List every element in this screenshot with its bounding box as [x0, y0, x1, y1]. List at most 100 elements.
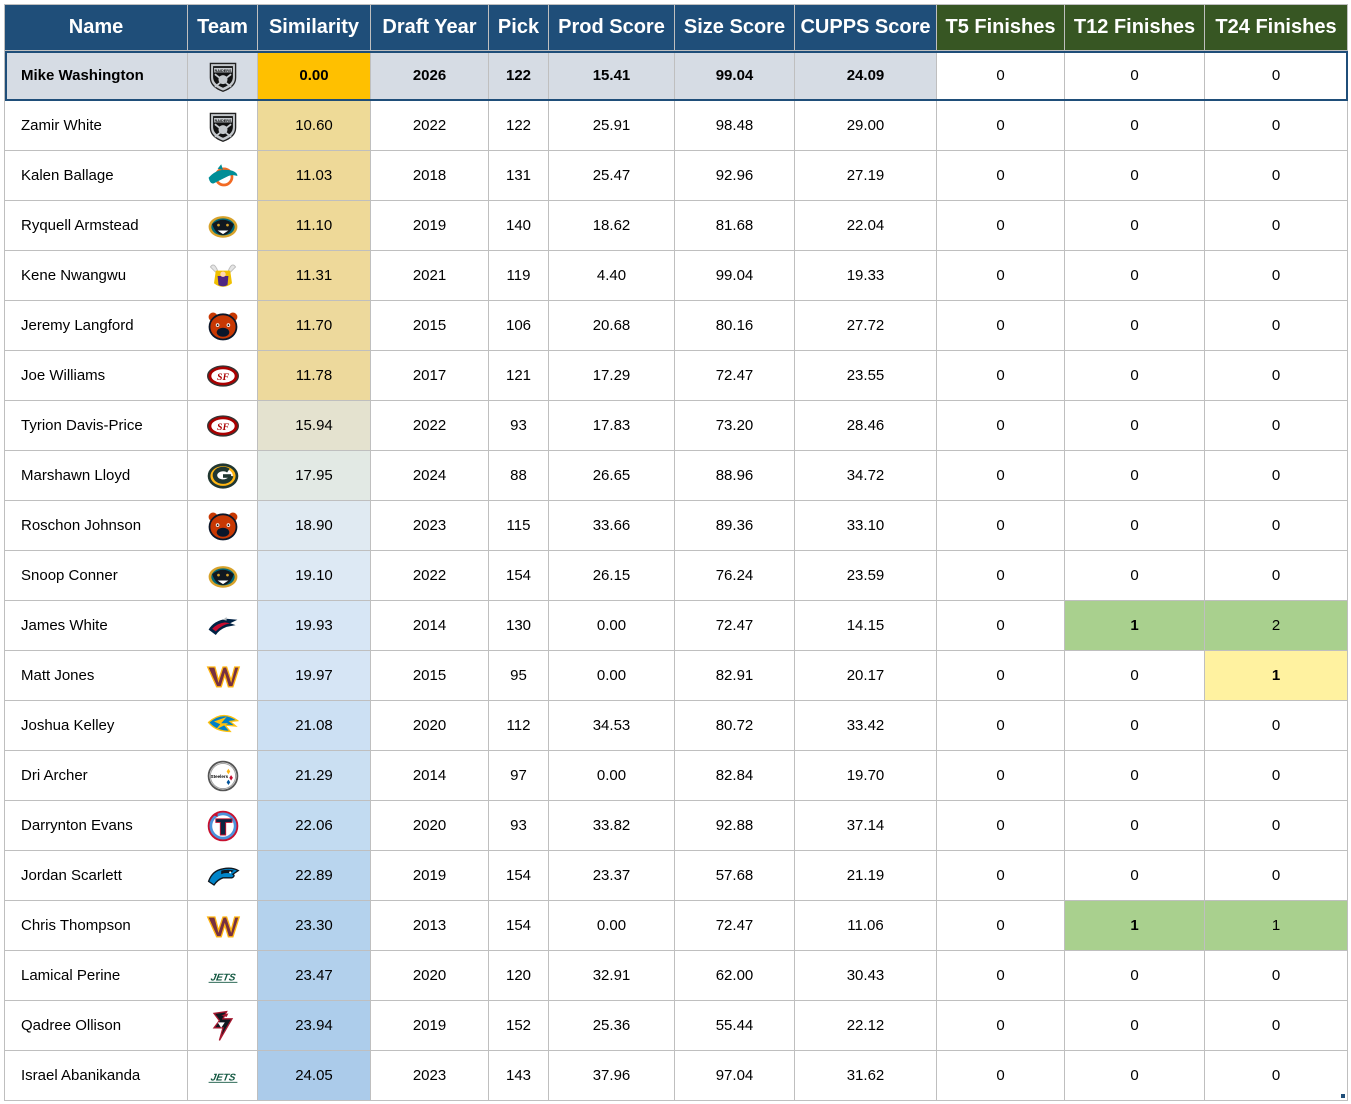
prod-score-cell[interactable]: 18.62 [548, 200, 675, 251]
pick-cell[interactable]: 106 [488, 300, 549, 351]
similarity-cell[interactable]: 15.94 [257, 400, 371, 451]
team-cell[interactable] [187, 550, 258, 601]
t12-finishes-cell[interactable]: 0 [1064, 950, 1205, 1001]
pick-cell[interactable]: 122 [488, 50, 549, 101]
cupps-score-cell[interactable]: 22.12 [794, 1000, 937, 1051]
t12-finishes-cell[interactable]: 0 [1064, 400, 1205, 451]
header-t12-finishes[interactable]: T12 Finishes [1064, 4, 1205, 51]
cupps-score-cell[interactable]: 27.72 [794, 300, 937, 351]
draft-year-cell[interactable]: 2014 [370, 600, 489, 651]
t24-finishes-cell[interactable]: 0 [1204, 450, 1348, 501]
player-name-cell[interactable]: Snoop Conner [4, 550, 188, 601]
player-name-cell[interactable]: Chris Thompson [4, 900, 188, 951]
cupps-score-cell[interactable]: 24.09 [794, 50, 937, 101]
header-t5-finishes[interactable]: T5 Finishes [936, 4, 1065, 51]
t24-finishes-cell[interactable]: 1 [1204, 900, 1348, 951]
team-cell[interactable] [187, 600, 258, 651]
team-cell[interactable] [187, 800, 258, 851]
draft-year-cell[interactable]: 2019 [370, 1000, 489, 1051]
similarity-cell[interactable]: 18.90 [257, 500, 371, 551]
player-name-cell[interactable]: Jeremy Langford [4, 300, 188, 351]
player-name-cell[interactable]: Lamical Perine [4, 950, 188, 1001]
draft-year-cell[interactable]: 2023 [370, 500, 489, 551]
t24-finishes-cell[interactable]: 2 [1204, 600, 1348, 651]
t5-finishes-cell[interactable]: 0 [936, 900, 1065, 951]
t5-finishes-cell[interactable]: 0 [936, 850, 1065, 901]
similarity-cell[interactable]: 0.00 [257, 50, 371, 101]
draft-year-cell[interactable]: 2015 [370, 300, 489, 351]
t12-finishes-cell[interactable]: 0 [1064, 1050, 1205, 1101]
similarity-cell[interactable]: 19.10 [257, 550, 371, 601]
size-score-cell[interactable]: 73.20 [674, 400, 795, 451]
size-score-cell[interactable]: 80.72 [674, 700, 795, 751]
pick-cell[interactable]: 154 [488, 900, 549, 951]
pick-cell[interactable]: 131 [488, 150, 549, 201]
similarity-cell[interactable]: 21.08 [257, 700, 371, 751]
player-name-cell[interactable]: Tyrion Davis-Price [4, 400, 188, 451]
prod-score-cell[interactable]: 15.41 [548, 50, 675, 101]
t12-finishes-cell[interactable]: 0 [1064, 500, 1205, 551]
pick-cell[interactable]: 121 [488, 350, 549, 401]
cupps-score-cell[interactable]: 11.06 [794, 900, 937, 951]
similarity-cell[interactable]: 24.05 [257, 1050, 371, 1101]
draft-year-cell[interactable]: 2020 [370, 950, 489, 1001]
similarity-cell[interactable]: 19.97 [257, 650, 371, 701]
t24-finishes-cell[interactable]: 0 [1204, 800, 1348, 851]
player-name-cell[interactable]: Mike Washington [4, 50, 188, 101]
cupps-score-cell[interactable]: 19.70 [794, 750, 937, 801]
t5-finishes-cell[interactable]: 0 [936, 200, 1065, 251]
draft-year-cell[interactable]: 2022 [370, 550, 489, 601]
header-draft-year[interactable]: Draft Year [370, 4, 489, 51]
size-score-cell[interactable]: 62.00 [674, 950, 795, 1001]
t12-finishes-cell[interactable]: 0 [1064, 650, 1205, 701]
similarity-cell[interactable]: 23.47 [257, 950, 371, 1001]
prod-score-cell[interactable]: 26.65 [548, 450, 675, 501]
similarity-cell[interactable]: 19.93 [257, 600, 371, 651]
t5-finishes-cell[interactable]: 0 [936, 1050, 1065, 1101]
team-cell[interactable] [187, 700, 258, 751]
prod-score-cell[interactable]: 25.36 [548, 1000, 675, 1051]
prod-score-cell[interactable]: 33.82 [548, 800, 675, 851]
t5-finishes-cell[interactable]: 0 [936, 400, 1065, 451]
t24-finishes-cell[interactable]: 0 [1204, 150, 1348, 201]
t24-finishes-cell[interactable]: 0 [1204, 250, 1348, 301]
size-score-cell[interactable]: 72.47 [674, 600, 795, 651]
player-name-cell[interactable]: Roschon Johnson [4, 500, 188, 551]
pick-cell[interactable]: 119 [488, 250, 549, 301]
t12-finishes-cell[interactable]: 0 [1064, 850, 1205, 901]
t5-finishes-cell[interactable]: 0 [936, 300, 1065, 351]
pick-cell[interactable]: 154 [488, 550, 549, 601]
draft-year-cell[interactable]: 2020 [370, 700, 489, 751]
team-cell[interactable] [187, 200, 258, 251]
prod-score-cell[interactable]: 0.00 [548, 650, 675, 701]
pick-cell[interactable]: 122 [488, 100, 549, 151]
t24-finishes-cell[interactable]: 0 [1204, 350, 1348, 401]
size-score-cell[interactable]: 98.48 [674, 100, 795, 151]
t5-finishes-cell[interactable]: 0 [936, 600, 1065, 651]
t24-finishes-cell[interactable]: 0 [1204, 750, 1348, 801]
t12-finishes-cell[interactable]: 0 [1064, 150, 1205, 201]
size-score-cell[interactable]: 97.04 [674, 1050, 795, 1101]
size-score-cell[interactable]: 89.36 [674, 500, 795, 551]
prod-score-cell[interactable]: 0.00 [548, 750, 675, 801]
size-score-cell[interactable]: 82.91 [674, 650, 795, 701]
team-cell[interactable]: RAIDERS [187, 100, 258, 151]
t5-finishes-cell[interactable]: 0 [936, 50, 1065, 101]
similarity-cell[interactable]: 11.03 [257, 150, 371, 201]
prod-score-cell[interactable]: 25.47 [548, 150, 675, 201]
size-score-cell[interactable]: 55.44 [674, 1000, 795, 1051]
player-name-cell[interactable]: Joshua Kelley [4, 700, 188, 751]
t5-finishes-cell[interactable]: 0 [936, 250, 1065, 301]
t5-finishes-cell[interactable]: 0 [936, 100, 1065, 151]
t12-finishes-cell[interactable]: 0 [1064, 1000, 1205, 1051]
t12-finishes-cell[interactable]: 0 [1064, 750, 1205, 801]
player-name-cell[interactable]: Zamir White [4, 100, 188, 151]
t5-finishes-cell[interactable]: 0 [936, 350, 1065, 401]
t5-finishes-cell[interactable]: 0 [936, 500, 1065, 551]
t24-finishes-cell[interactable]: 0 [1204, 1050, 1348, 1101]
similarity-cell[interactable]: 21.29 [257, 750, 371, 801]
size-score-cell[interactable]: 72.47 [674, 900, 795, 951]
header-size-score[interactable]: Size Score [674, 4, 795, 51]
draft-year-cell[interactable]: 2024 [370, 450, 489, 501]
t24-finishes-cell[interactable]: 0 [1204, 300, 1348, 351]
